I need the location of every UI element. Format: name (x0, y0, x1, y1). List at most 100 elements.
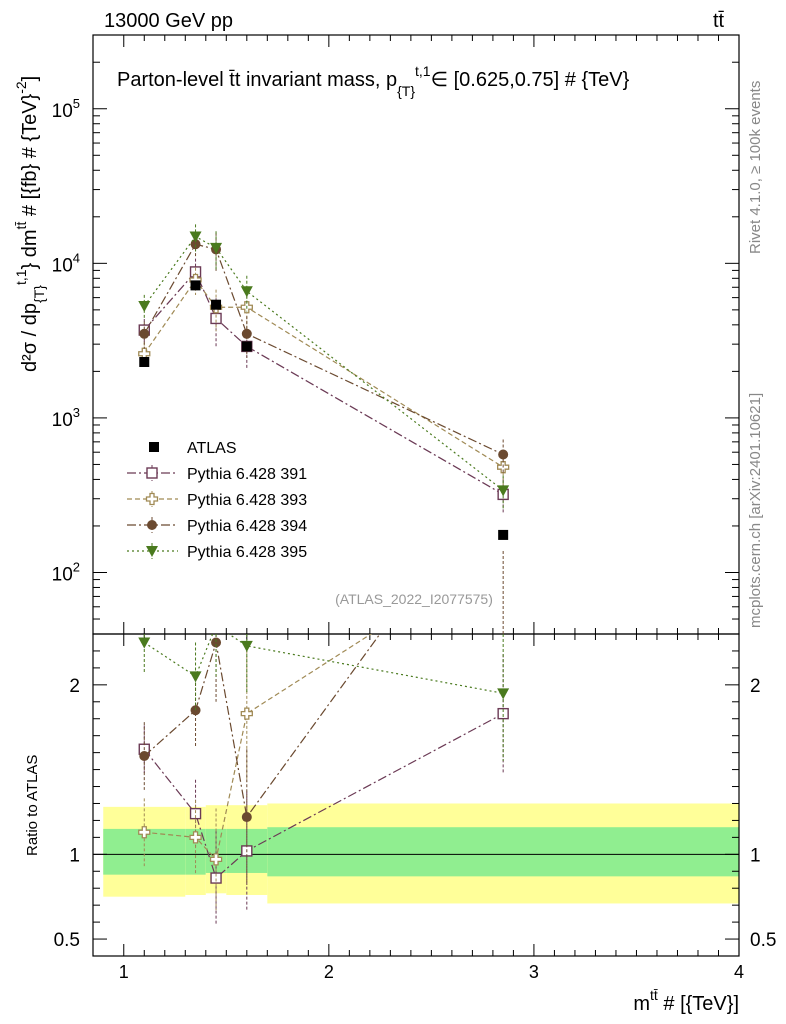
data-point (240, 286, 253, 298)
ratio-point (241, 812, 252, 823)
legend-item-atlas: ATLAS (149, 440, 237, 457)
y-tick-label: 102 (52, 559, 80, 585)
data-point (241, 328, 252, 339)
ratio-point (209, 853, 223, 866)
y-axis-label-tail2: # [{fb} # {TeV} (19, 93, 41, 221)
atlas-data-point (139, 356, 150, 367)
ratio-point (189, 807, 202, 820)
ratio-point (210, 872, 222, 884)
y-axis-label-end: ] (19, 76, 41, 82)
ratio-tick-label-left: 1 (69, 845, 80, 866)
ratio-series-1 (138, 634, 373, 911)
series-layer (138, 224, 510, 926)
chart-title-sub: {T} (397, 83, 415, 99)
atlas-data-point (190, 280, 201, 291)
ratio-point (189, 831, 202, 844)
y-axis-label-sub: {T} (31, 285, 47, 303)
y-axis-label-tail: } dm (19, 229, 41, 269)
data-point (138, 300, 151, 312)
y-tick-label-base: 10 (52, 410, 73, 431)
x-axis-label: mtt̄ # [{TeV}] (633, 987, 739, 1015)
chart-title: Parton-level t̄t invariant mass, p{T}t,1… (117, 63, 630, 99)
band-inner-4 (267, 827, 739, 877)
ratio-plot-frame (92, 633, 740, 957)
y-tick-label-base: 10 (52, 564, 73, 585)
legend-item-2: Pythia 6.428 394 (127, 517, 307, 535)
legend-marker (149, 442, 159, 452)
y-tick-label: 105 (52, 96, 80, 122)
x-tick-label: 3 (529, 962, 539, 982)
y-axis-label-main: d²σ / dp (19, 303, 41, 372)
legend-item-1: Pythia 6.428 393 (127, 491, 307, 509)
legend-label: ATLAS (187, 440, 237, 457)
rivet-label: Rivet 4.1.0, ≥ 100k events (747, 81, 764, 254)
chart-title-tail: ∈ [0.625,0.75] # {TeV} (431, 69, 630, 91)
atlas-data (139, 280, 509, 540)
legend: ATLAS Pythia 6.428 391 Pythia 6.428 393 Pyt… (127, 440, 307, 561)
y-tick-label-exp: 4 (73, 250, 80, 265)
ratio-tick-label-right: 2 (750, 676, 761, 697)
analysis-tag: (ATLAS_2022_I2077575) (335, 591, 493, 607)
x-tick-label: 2 (324, 962, 334, 982)
energy-label: 13000 GeV pp (104, 10, 233, 32)
x-tick-label: 1 (119, 962, 129, 982)
ratio-point (240, 707, 253, 720)
legend-label: Pythia 6.428 394 (187, 518, 307, 535)
ratio-point (139, 751, 150, 762)
y-tick-label-base: 10 (52, 255, 73, 276)
ratio-point (497, 707, 509, 720)
ratio-point (138, 826, 151, 839)
data-point (210, 242, 223, 254)
legend-marker (146, 546, 158, 557)
y-tick-label: 104 (52, 250, 80, 276)
ratio-point (240, 640, 253, 652)
ratio-line (143, 634, 504, 694)
x-axis-label-tail: # [{TeV}] (658, 993, 739, 1015)
y-tick-label: 103 (52, 405, 80, 431)
y-axis-label-sup3: -2 (13, 81, 29, 94)
y-axis-label-sup2: tt̄ (13, 222, 29, 230)
y-tick-label-exp: 3 (73, 405, 80, 420)
data-point (498, 449, 509, 460)
x-tick-label: 4 (734, 962, 744, 982)
series-line (143, 270, 504, 495)
x-axis-label-main: m (633, 993, 650, 1015)
legend-marker (145, 492, 159, 506)
process-label: tt̄ (713, 10, 725, 32)
mcplots-label: mcplots.cern.ch [arXiv:2401.10621] (747, 393, 764, 628)
ratio-tick-label-left: 2 (69, 676, 80, 697)
ratio-point (138, 637, 151, 649)
y-axis-label-sup: t,1 (13, 269, 29, 285)
ratio-tick-label-left: 0.5 (54, 930, 80, 951)
legend-label: Pythia 6.428 391 (187, 466, 307, 483)
ratio-tick-label-right: 1 (750, 845, 761, 866)
legend-label: Pythia 6.428 393 (187, 492, 307, 509)
x-axis-label-sup: tt̄ (650, 987, 658, 1003)
atlas-data-point (211, 299, 222, 310)
legend-item-0: Pythia 6.428 391 (127, 465, 307, 483)
legend-marker (147, 520, 157, 530)
ratio-point (497, 688, 510, 700)
ratio-y-axis-label: Ratio to ATLAS (24, 755, 41, 856)
series-line (143, 235, 504, 491)
data-point (139, 328, 150, 339)
legend-label: Pythia 6.428 395 (187, 544, 307, 561)
ratio-series-3 (138, 634, 510, 762)
ratio-point (211, 637, 222, 648)
series-3 (138, 224, 510, 510)
atlas-data-point (241, 341, 252, 352)
legend-marker (146, 467, 158, 479)
y-tick-label-exp: 2 (73, 559, 80, 574)
chart-title-main: Parton-level t̄t invariant mass, p (117, 69, 397, 91)
data-point (190, 239, 201, 250)
atlas-data-point (498, 529, 509, 540)
data-point (189, 231, 202, 243)
ratio-point (189, 671, 202, 683)
y-tick-label-base: 10 (52, 101, 73, 122)
y-tick-label-exp: 5 (73, 96, 80, 111)
chart-title-sup: t,1 (415, 63, 431, 79)
ratio-tick-label-right: 0.5 (750, 930, 776, 951)
data-point (210, 312, 222, 325)
